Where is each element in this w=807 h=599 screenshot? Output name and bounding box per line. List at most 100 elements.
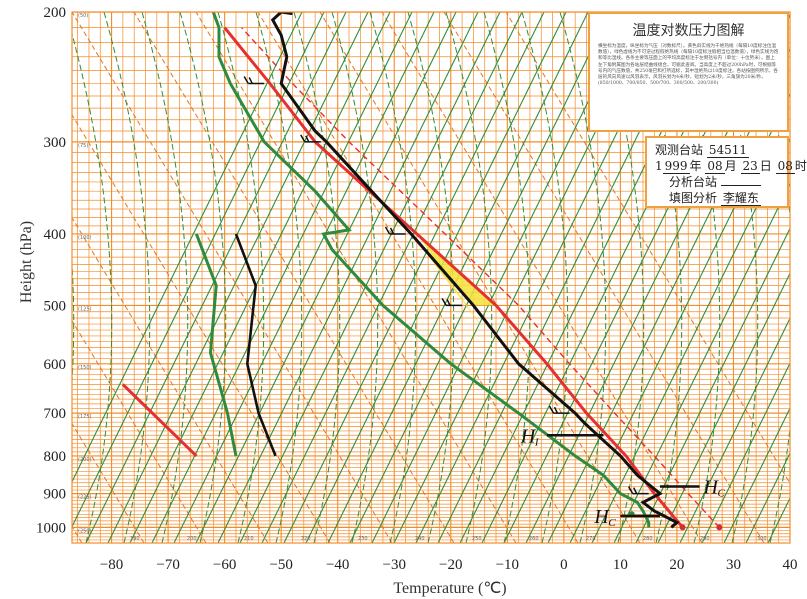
- saturation-line: [129, 12, 391, 543]
- dry-adiabat-line: [72, 525, 83, 543]
- theta-label: 260: [529, 536, 539, 542]
- temperature-tick-label: −10: [496, 557, 519, 573]
- barb-feather: [389, 227, 395, 235]
- temperature-tick-label: −20: [439, 557, 462, 573]
- h-level-label: H: [593, 506, 610, 528]
- year-unit: 年: [689, 159, 702, 173]
- h-level-subscript: C: [718, 487, 726, 499]
- moist-adiabat-line: [787, 12, 790, 22]
- barb-feather: [446, 299, 451, 306]
- pressure-tick-label: 500: [44, 298, 67, 314]
- height-label: (175): [78, 414, 91, 420]
- month-value: 08: [705, 159, 725, 174]
- dry-adiabat-line: [443, 12, 765, 543]
- saturation-line: [217, 12, 479, 543]
- y-axis-title: Height (hPa): [18, 221, 35, 303]
- station-row: 观测台站 54511: [655, 142, 779, 158]
- height-label: (225): [78, 495, 91, 501]
- station-box: 观测台站 54511 1 999 年 08 月 23 日 08 时 分析台站 填图分析 李…: [645, 136, 807, 208]
- barb-feather: [243, 76, 249, 84]
- year-value: 999: [662, 159, 690, 174]
- pressure-tick-label: 700: [44, 406, 67, 422]
- wind-barb: [300, 134, 321, 143]
- temperature-tick-label: 20: [669, 557, 684, 573]
- level-marker: [679, 524, 686, 531]
- dry-adiabat-line: [505, 12, 790, 485]
- hour-value: 08: [775, 159, 795, 174]
- barb-feather: [300, 134, 306, 143]
- theta-label: 250: [472, 536, 482, 542]
- saturation-line: [745, 451, 790, 543]
- legend-box: 温度对数压力图解 横坐标为温度，纵坐标为气压（对数标尺）。黄色斜实线为干绝热线（…: [588, 12, 789, 132]
- temperature-tick-label: 40: [783, 557, 798, 573]
- barb-feather: [441, 298, 447, 306]
- analysis-row: 分析台站: [655, 174, 779, 190]
- temperature-tick-label: −80: [100, 557, 123, 573]
- saturation-line: [723, 406, 790, 543]
- barb-feather: [305, 135, 310, 143]
- temperature-tick-label: 10: [613, 557, 628, 573]
- dry-adiabat-line: [133, 12, 455, 543]
- date-row: 1 999 年 08 月 23 日 08 时: [655, 158, 807, 174]
- dry-adiabat-line: [257, 12, 579, 543]
- height-label: (50): [78, 13, 88, 19]
- saturation-line: [657, 272, 790, 543]
- month-unit: 月: [724, 159, 737, 173]
- temperature-tick-label: 30: [726, 557, 741, 573]
- legend-text: 横坐标为温度，纵坐标为气压（对数标尺）。黄色斜实线为干绝热线（每隔10度标注位温…: [598, 44, 779, 87]
- theta-label: 200: [187, 536, 197, 542]
- temperature-ticks: −80 −70 −60 −50 −40 −30 −20 −10 0 10 20 30 40: [100, 557, 798, 573]
- parcel-line: [223, 26, 684, 529]
- theta-label: 280: [643, 536, 653, 542]
- barb-feather: [548, 405, 555, 414]
- pressure-ticks: 200 300 400 500 600 700 800 900 1000: [36, 5, 66, 536]
- dry-adiabat-line: [381, 12, 703, 543]
- saturation-line: [635, 227, 790, 543]
- pressure-tick-label: 200: [44, 5, 67, 21]
- wind-barb: [441, 298, 463, 307]
- temperature-tick-label: −40: [326, 557, 349, 573]
- inset-red-line: [121, 383, 198, 457]
- day-unit: 日: [759, 159, 772, 173]
- inset-black-line: [234, 233, 277, 457]
- temperature-tick-label: −70: [156, 557, 179, 573]
- wind-barb: [628, 486, 649, 495]
- saturation-line: [591, 137, 790, 543]
- inset-green-line: [194, 233, 238, 457]
- theta-label: 290: [700, 536, 710, 542]
- temperature-tick-label: −60: [213, 557, 236, 573]
- theta-label: 190: [130, 536, 140, 542]
- saturation-line: [305, 12, 567, 543]
- temperature-tick-label: 0: [560, 557, 568, 573]
- barb-feather: [632, 487, 638, 494]
- pressure-tick-label: 400: [44, 227, 67, 243]
- pressure-tick-label: 1000: [36, 520, 66, 536]
- height-label: (75): [78, 143, 88, 149]
- theta-label: 300: [757, 536, 767, 542]
- saturation-line: [283, 12, 545, 543]
- wind-barb: [548, 405, 570, 414]
- legend-note: (850/1000、700/850、500/700、300/500、200/30…: [598, 81, 719, 87]
- parcel-dashed-line: [241, 27, 720, 528]
- theta-label: 240: [415, 536, 425, 542]
- theta-label: 220: [301, 536, 311, 542]
- h-level-subscript: I: [534, 436, 540, 448]
- analyst-label: 填图分析: [669, 191, 718, 205]
- theta-label: 230: [358, 536, 368, 542]
- saturation-line: [72, 12, 303, 483]
- h-level-subscript: C: [608, 517, 616, 529]
- temperature-tick-label: −30: [383, 557, 406, 573]
- saturation-line: [349, 12, 611, 543]
- saturation-line: [85, 12, 347, 543]
- sounding-profiles: [121, 12, 723, 531]
- saturation-line: [239, 12, 501, 543]
- analysis-station: [720, 185, 761, 186]
- x-axis-title: Temperature (℃): [393, 580, 506, 597]
- saturation-line: [679, 317, 790, 543]
- temperature-tick-label: −50: [269, 557, 292, 573]
- barb-feather: [248, 77, 253, 84]
- wind-barb: [384, 226, 406, 235]
- analyst-row: 填图分析 李耀东: [655, 190, 779, 206]
- saturation-line: [107, 12, 369, 543]
